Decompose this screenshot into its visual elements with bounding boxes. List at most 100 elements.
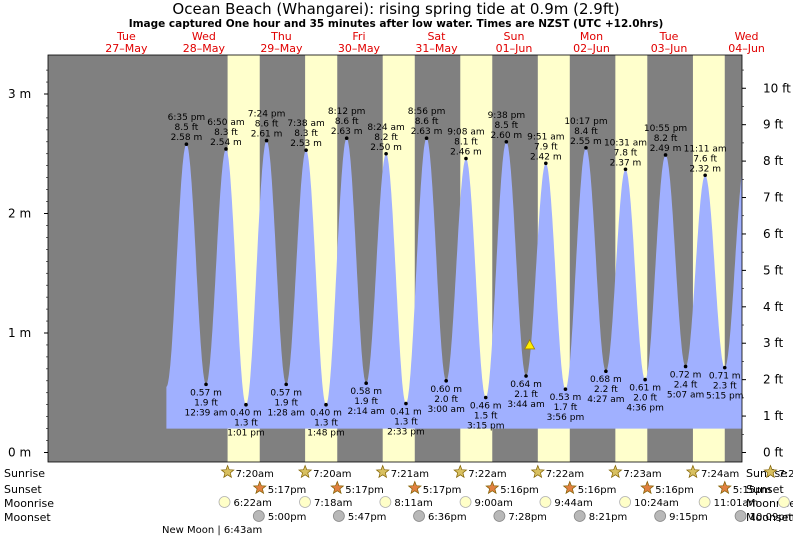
high-tide-label: 2.60 m: [491, 131, 523, 141]
high-tide-label: 2.46 m: [450, 148, 482, 158]
day-label-date: 02–Jun: [573, 42, 610, 55]
sunset-icon: [640, 480, 655, 495]
moonset-icon: [573, 510, 586, 522]
day-label-date: 28–May: [183, 42, 226, 55]
sunset-row-label-right: Sunset: [746, 483, 784, 496]
high-tide-label: 7.8 ft: [614, 148, 638, 158]
high-tide-label: 10:55 pm: [644, 124, 687, 134]
low-tide-point: [444, 379, 448, 383]
low-tide-label: 0.40 m: [230, 409, 262, 419]
high-tide-point: [544, 161, 548, 166]
moonrise-icon: [299, 496, 311, 508]
low-tide-point: [324, 402, 328, 407]
moonrise-icon: [619, 496, 632, 508]
high-tide-point: [663, 153, 668, 157]
high-tide-label: 10:31 am: [604, 138, 647, 148]
high-tide-label: 9:51 am: [527, 132, 564, 142]
moonrise-icon: [698, 496, 711, 508]
high-tide-point: [184, 142, 189, 146]
high-tide-label: 2.42 m: [530, 152, 562, 162]
high-tide-label: 11:11 am: [684, 144, 727, 154]
moonset-time: 9:15pm: [669, 512, 708, 523]
low-tide-point: [284, 382, 288, 387]
moonset-row-label-right: Moonset: [746, 511, 793, 524]
high-tide-label: 8.3 ft: [214, 128, 238, 138]
current-tide-marker-triangle: [523, 339, 536, 350]
day-label-dow: Sun: [504, 30, 525, 43]
low-tide-label: 2.0 ft: [434, 395, 458, 405]
sunset-time: 5:16pm: [578, 485, 617, 496]
sunrise-icon: [530, 464, 545, 479]
low-tide-point: [604, 369, 608, 374]
high-tide-label: 7.6 ft: [693, 154, 717, 164]
low-tide-label: 1.3 ft: [394, 418, 418, 428]
sunset-icon: [330, 480, 345, 495]
high-tide-label: 2.61 m: [251, 130, 283, 140]
low-tide-label: 3:00 am: [427, 405, 464, 415]
low-tide-point: [483, 395, 488, 400]
moonset-row-label: Moonset: [4, 511, 51, 524]
day-label-dow: Tue: [116, 30, 136, 43]
moonrise-time: 7:18am: [314, 498, 352, 509]
high-tide-label: 8:24 am: [367, 123, 404, 133]
sunrise-row-label: Sunrise: [4, 467, 45, 480]
y-tick-label-m: 1 m: [8, 326, 31, 340]
low-tide-point: [643, 377, 647, 382]
chart-title: Ocean Beach (Whangarei): rising spring t…: [172, 0, 619, 18]
day-labels: Tue27–MayWed28–MayThu29–MayFri30–MaySat3…: [105, 30, 765, 55]
sunset-time: 5:17pm: [423, 485, 462, 496]
low-tide-point: [524, 374, 528, 378]
low-tide-label: 0.46 m: [470, 402, 502, 412]
sunset-time: 5:17pm: [268, 485, 307, 496]
moonrise-icon: [379, 496, 392, 508]
moonset-icon: [413, 510, 425, 522]
sunset-icon: [252, 480, 267, 495]
high-tide-point: [584, 145, 588, 150]
high-tide-label: 8.6 ft: [255, 120, 279, 130]
day-label-date: 31–May: [415, 42, 458, 55]
low-tide-label: 1.3 ft: [234, 419, 258, 429]
y-tick-label-ft: 1 ft: [763, 409, 783, 423]
low-tide-label: 0.68 m: [590, 375, 622, 385]
high-tide-label: 2.49 m: [650, 144, 682, 154]
high-tide-point: [264, 138, 269, 143]
moonset-icon: [654, 510, 667, 522]
moonset-icon: [332, 510, 345, 522]
tide-area: [166, 138, 742, 429]
low-tide-label: 0.57 m: [190, 388, 222, 398]
moonset-icon: [734, 510, 747, 522]
moonrise-icon: [459, 496, 472, 508]
sunrise-icon: [453, 464, 468, 479]
low-tide-label: 0.41 m: [390, 408, 422, 418]
high-tide-label: 8:56 pm: [408, 107, 446, 117]
low-tide-label: 0.61 m: [629, 384, 661, 394]
sunrise-icon: [685, 464, 700, 479]
high-tide-label: 6:50 am: [207, 118, 244, 128]
low-tide-label: 3:15 pm: [467, 422, 505, 432]
low-tide-label: 2.0 ft: [633, 394, 657, 404]
high-tide-point: [224, 147, 228, 151]
sunset-row-label: Sunset: [4, 483, 42, 496]
moonrise-time: 11:01am: [714, 498, 759, 509]
high-tide-label: 2.50 m: [370, 143, 402, 153]
low-tide-label: 0.71 m: [709, 372, 741, 382]
sunrise-time: 7:24am: [701, 469, 739, 480]
moonset-icon: [493, 510, 506, 522]
low-tide-label: 4:27 am: [587, 395, 624, 405]
low-tide-point: [244, 402, 248, 407]
day-label-dow: Thu: [270, 30, 292, 43]
low-tide-label: 1.5 ft: [474, 412, 498, 422]
low-tide-label: 2.2 ft: [594, 385, 618, 395]
high-tide-label: 9:08 am: [447, 128, 484, 138]
sunset-time: 5:17pm: [345, 485, 384, 496]
sunrise-icon: [220, 464, 235, 479]
low-tide-label: 1.9 ft: [194, 398, 218, 408]
day-label-dow: Fri: [352, 30, 365, 43]
high-tide-label: 7:38 am: [287, 119, 324, 129]
moonrise-time: 9:00am: [475, 498, 513, 509]
tide-curve: [166, 138, 742, 429]
high-tide-label: 2.55 m: [570, 137, 602, 147]
moonrise-icon: [218, 496, 231, 508]
low-tide-label: 1:01 pm: [227, 429, 265, 439]
